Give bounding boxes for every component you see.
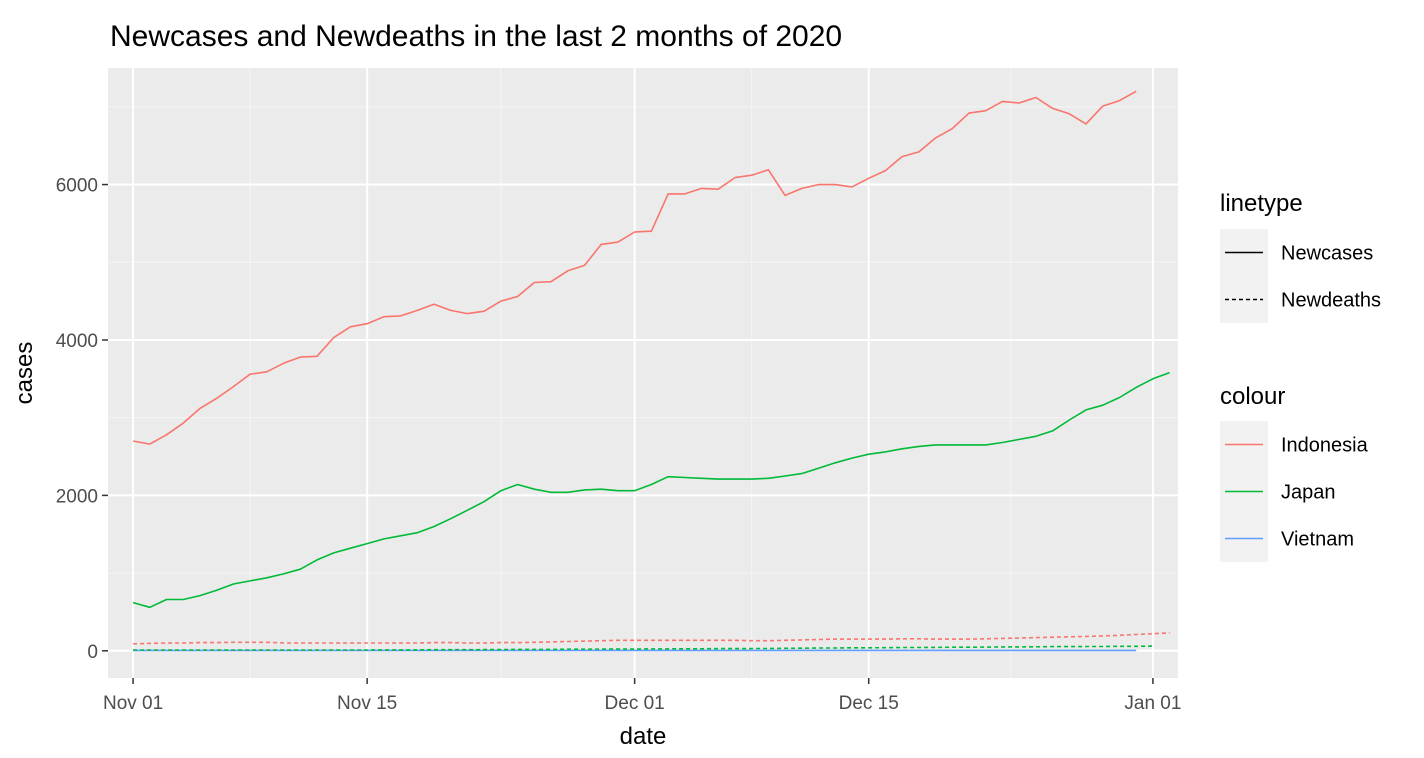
y-tick-label: 4000 [56, 331, 98, 352]
series-line-japan-newdeaths [133, 645, 1153, 651]
series-line-indonesia-newcases [132, 90, 1137, 445]
plot-panel [108, 68, 1178, 678]
series-line-japan-newcases [132, 371, 1170, 609]
x-tick-label: Jan 01 [1124, 693, 1181, 714]
x-tick-label: Nov 15 [337, 693, 397, 714]
x-tick-label: Dec 15 [839, 693, 899, 714]
legend-colour: colour Indonesia Japan Vietnam [1220, 383, 1369, 562]
y-tick-label: 0 [87, 642, 98, 663]
legend-label-indonesia: Indonesia [1281, 435, 1369, 457]
x-tick-label: Nov 01 [103, 693, 163, 714]
y-tick-label: 6000 [56, 176, 98, 197]
legend-linetype: linetype Newcases Newdeaths [1220, 190, 1381, 323]
legend-colour-title: colour [1220, 383, 1285, 410]
x-axis: Nov 01 Nov 15 Dec 01 Dec 15 Jan 01 [103, 678, 1181, 714]
legend-label-newcases: Newcases [1281, 243, 1373, 265]
legend-key-background [1220, 229, 1268, 323]
x-tick-label: Dec 01 [605, 693, 665, 714]
series-lines [132, 90, 1170, 652]
y-tick-label: 2000 [56, 486, 98, 507]
chart-title: Newcases and Newdeaths in the last 2 mon… [110, 20, 842, 53]
legend-label-japan: Japan [1281, 482, 1336, 504]
y-axis: 0 2000 4000 6000 [56, 176, 108, 663]
legend-label-vietnam: Vietnam [1281, 529, 1354, 551]
series-line-indonesia-newdeaths [133, 632, 1170, 645]
x-axis-title: date [620, 723, 667, 750]
legend-label-newdeaths: Newdeaths [1281, 290, 1381, 312]
y-axis-title: cases [11, 342, 38, 405]
legend-linetype-title: linetype [1220, 190, 1303, 217]
